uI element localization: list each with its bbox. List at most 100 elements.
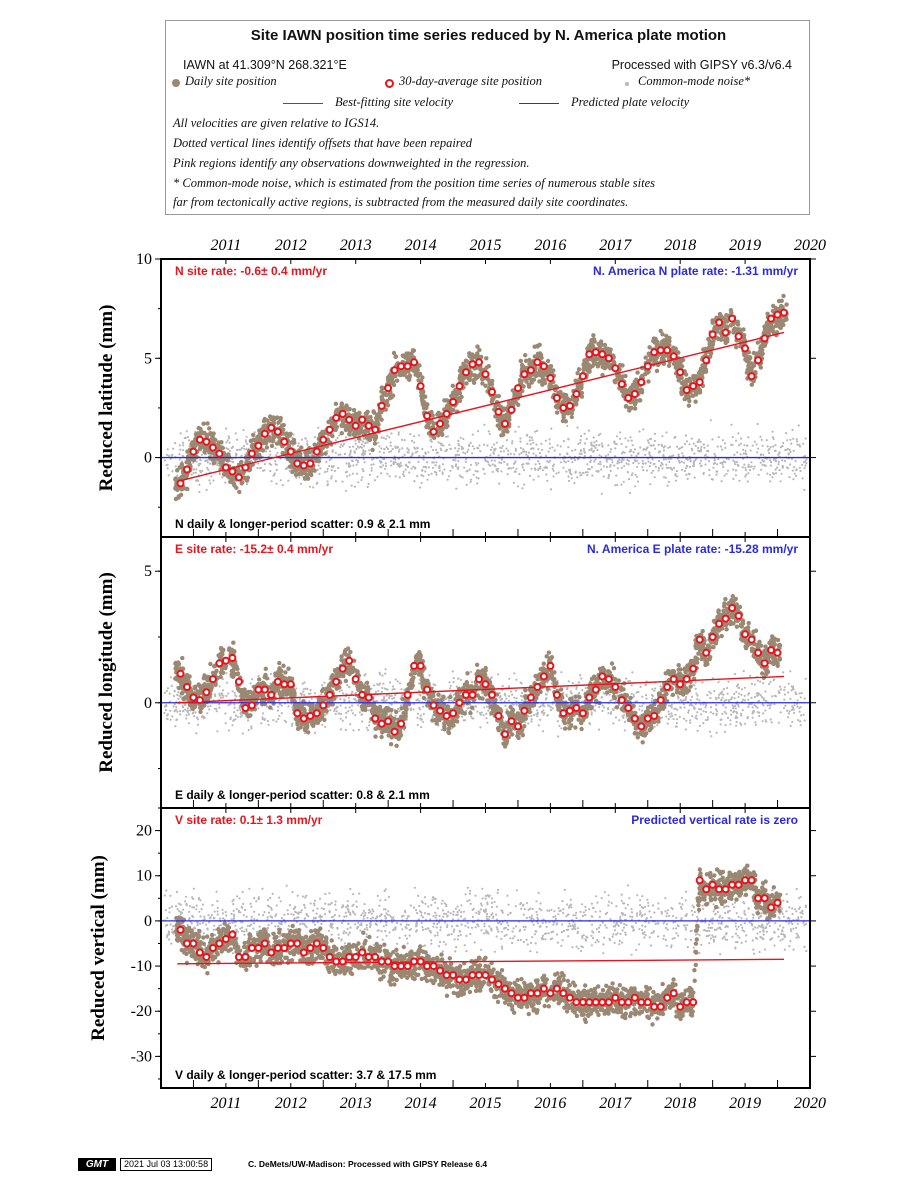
cm-noise-point [502,450,505,453]
cm-noise-point [711,478,715,481]
cm-noise-point [279,479,282,482]
avg30-point [741,344,750,353]
cm-noise-point [788,476,791,479]
cm-noise-point [526,442,529,445]
daily-point [326,439,331,444]
cm-noise-point [469,478,472,481]
cm-noise-point [630,439,633,442]
cm-noise-point [469,670,473,673]
daily-point [411,348,417,353]
cm-noise-point [756,694,759,697]
cm-noise-point [396,463,399,466]
avg30-point [338,409,347,418]
daily-point [749,382,754,387]
cm-noise-point [194,479,198,482]
cm-noise-point [641,462,644,465]
daily-point [722,338,728,343]
cm-noise-point [528,436,531,439]
cm-noise-point [591,474,594,477]
cm-noise-point [531,439,534,442]
avg30-point [189,447,198,456]
cm-noise-point [644,453,647,456]
daily-point [346,407,351,412]
cm-noise-point [653,439,657,442]
cm-noise-point [176,474,179,477]
cm-noise-point [501,684,504,688]
cm-noise-point [368,720,371,724]
daily-point [729,310,734,316]
cm-noise-point [353,450,356,453]
cm-noise-point [692,465,696,468]
cm-noise-point [331,466,334,469]
daily-point [472,354,478,359]
cm-noise-point [467,448,470,451]
daily-point [529,380,534,385]
cm-noise-point [780,472,783,475]
daily-point [387,373,392,378]
cm-noise-point [641,466,644,469]
cm-noise-point [171,715,174,718]
daily-point [234,485,239,490]
cm-noise-point [178,458,182,461]
cm-noise-point [627,463,630,466]
cm-noise-point [416,450,419,453]
cm-noise-point [463,466,466,469]
cm-noise-point [274,463,277,466]
cm-noise-point [366,439,369,442]
cm-noise-point [537,460,540,463]
cm-noise-point [388,450,391,454]
daily-point [484,356,489,361]
daily-point [208,432,213,437]
cm-noise-point [501,698,504,701]
avg30-point [728,314,737,323]
cm-noise-point [243,444,246,448]
cm-noise-point [729,709,733,712]
cm-noise-point [619,431,622,434]
cm-noise-point [742,448,745,451]
daily-point [527,357,532,363]
cm-noise-point [435,448,438,452]
cm-noise-point [698,462,702,465]
cm-noise-point [372,463,375,466]
cm-noise-point [690,447,693,450]
cm-noise-point [567,479,571,482]
cm-noise-point [195,732,198,735]
cm-noise-point [308,485,311,488]
cm-noise-point [583,432,586,435]
cm-noise-point [348,453,351,456]
cm-noise-point [588,449,591,452]
cm-noise-point [419,486,422,489]
cm-noise-point [644,462,647,465]
cm-noise-point [632,451,635,454]
daily-point [237,489,242,495]
cm-noise-point [699,703,702,706]
cm-noise-point [441,472,444,476]
daily-point [388,381,393,386]
cm-noise-point [221,476,224,479]
cm-noise-point [482,468,485,471]
cm-noise-point [661,463,664,466]
cm-noise-point [476,446,479,449]
cm-noise-point [609,469,612,472]
avg30-point [306,459,315,468]
cm-noise-point [635,454,638,458]
cm-noise-point [616,460,620,463]
cm-noise-point [430,472,433,475]
cm-noise-point [577,442,580,445]
avg30-point [202,437,211,446]
cm-noise-point [734,474,738,477]
cm-noise-point [462,447,465,450]
cm-noise-point [595,443,598,447]
cm-noise-point [721,712,724,715]
cm-noise-point [796,705,799,708]
daily-point [297,467,303,472]
cm-noise-point [386,434,389,437]
avg30-point [650,348,659,357]
cm-noise-point [764,690,767,693]
cm-noise-point [607,453,610,456]
cm-noise-point [699,708,703,711]
cm-noise-point [639,685,642,689]
cm-noise-point [357,704,360,707]
cm-noise-point [370,469,373,472]
cm-noise-point [493,443,496,446]
